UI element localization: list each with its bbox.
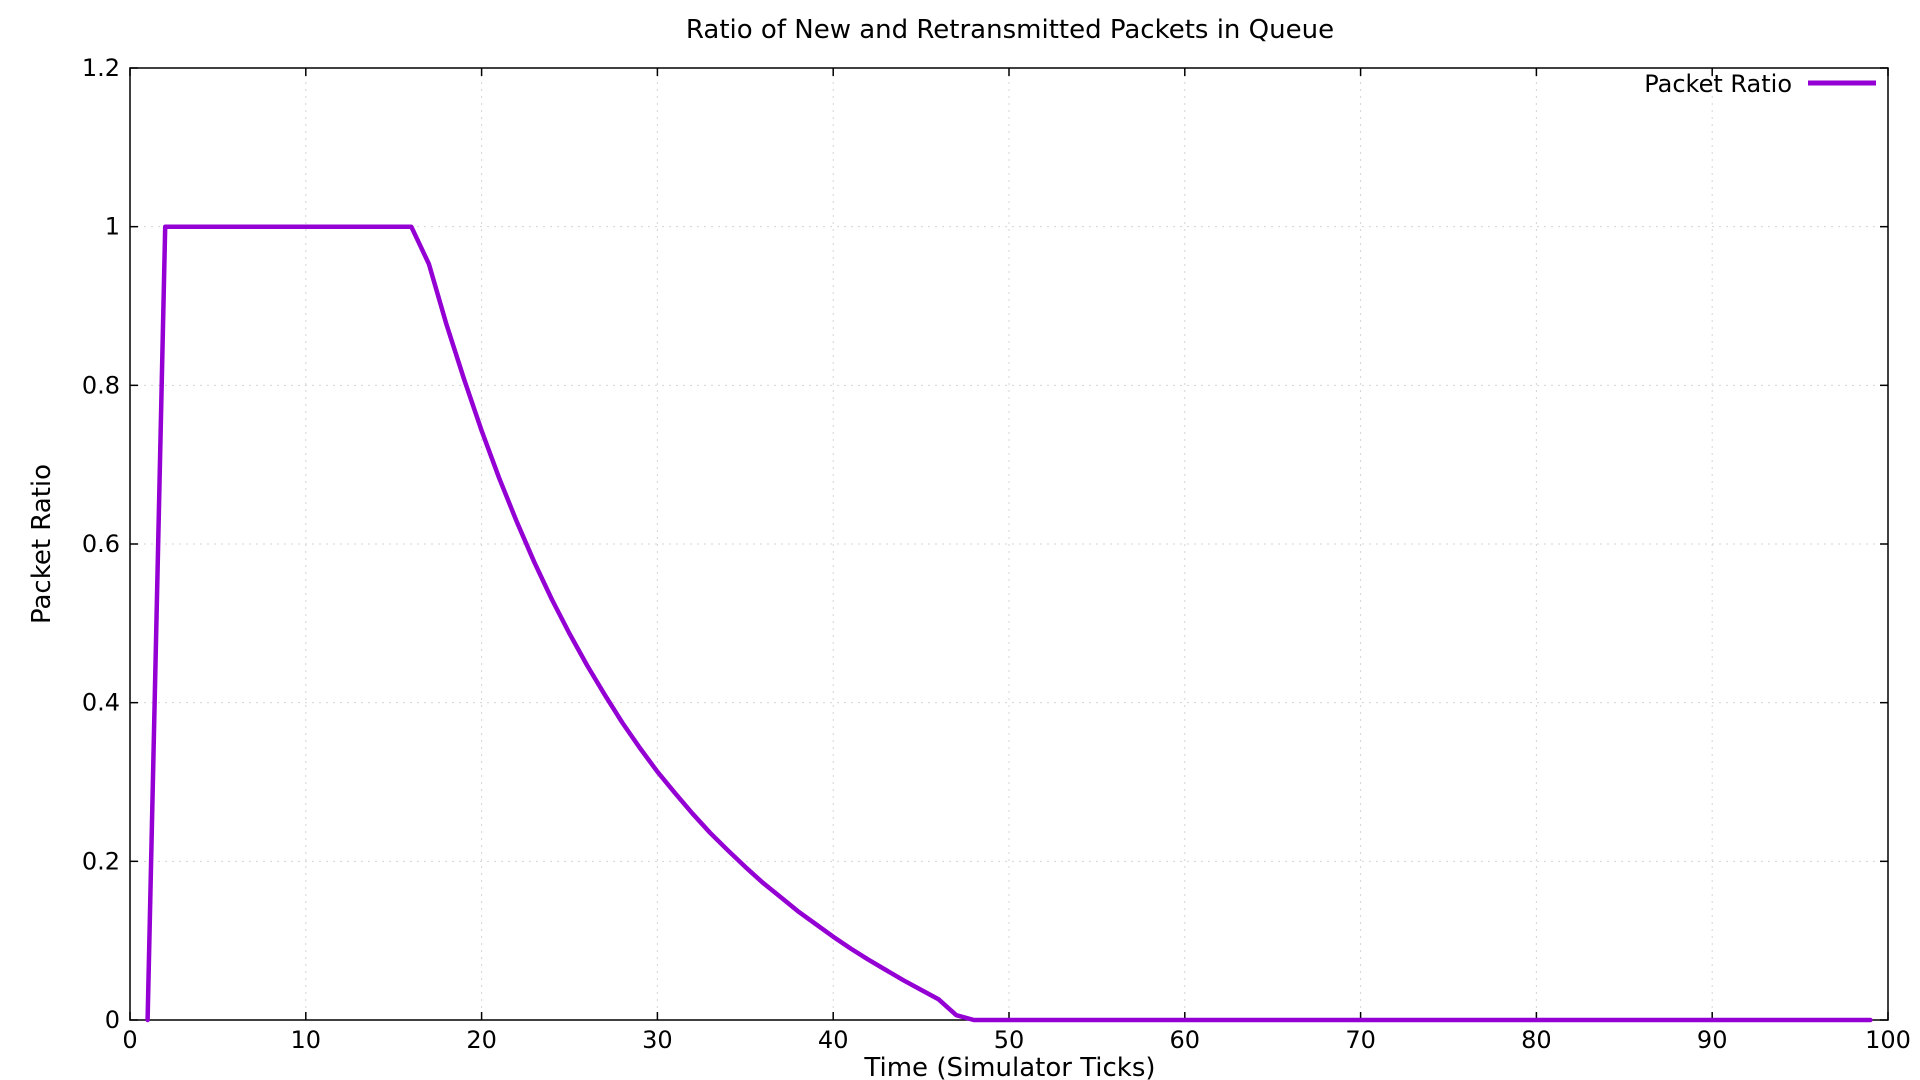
x-tick-label: 40 — [818, 1026, 849, 1054]
legend: Packet Ratio — [1644, 70, 1876, 98]
legend-label: Packet Ratio — [1644, 70, 1792, 98]
x-tick-label: 100 — [1865, 1026, 1911, 1054]
x-tick-label: 10 — [291, 1026, 322, 1054]
x-tick-label: 30 — [642, 1026, 673, 1054]
x-tick-label: 50 — [994, 1026, 1025, 1054]
x-tick-label: 20 — [466, 1026, 497, 1054]
y-tick-label: 0.6 — [82, 530, 120, 558]
series-layer — [145, 224, 1873, 1023]
x-tick-label: 60 — [1170, 1026, 1201, 1054]
y-tick-label: 1 — [105, 213, 120, 241]
grid — [130, 68, 1888, 1020]
y-tick-label: 0.4 — [82, 689, 120, 717]
y-tick-label: 0.2 — [82, 847, 120, 875]
x-tick-label: 0 — [122, 1026, 137, 1054]
x-tick-label: 90 — [1697, 1026, 1728, 1054]
y-tick-label: 0.8 — [82, 371, 120, 399]
x-axis-label: Time (Simulator Ticks) — [863, 1053, 1155, 1080]
series-line-packet-ratio — [145, 224, 1873, 1023]
y-axis-label: Packet Ratio — [27, 464, 57, 624]
x-tick-label: 70 — [1345, 1026, 1376, 1054]
y-tick-label: 1.2 — [82, 54, 120, 82]
x-tick-label: 80 — [1521, 1026, 1552, 1054]
chart-title: Ratio of New and Retransmitted Packets i… — [686, 15, 1334, 45]
y-tick-label: 0 — [105, 1006, 120, 1034]
axis-ticks: 0 10 20 30 40 50 60 70 80 90 100 0 0.2 0.4 0.6 0.8 1 1.2 — [82, 54, 1911, 1054]
